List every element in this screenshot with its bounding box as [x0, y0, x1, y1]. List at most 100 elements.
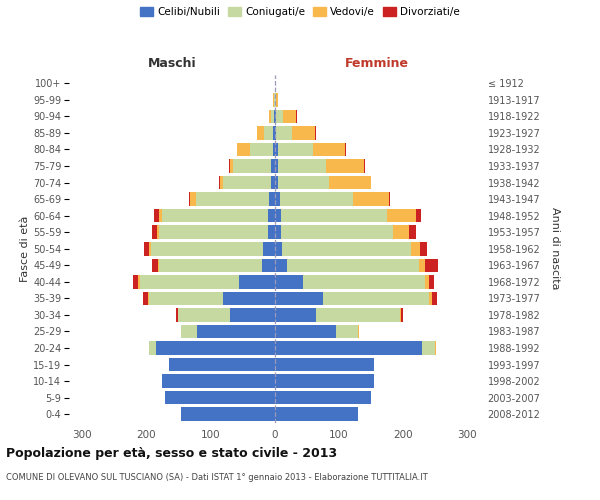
- Bar: [281, 226, 394, 239]
- Bar: [416, 209, 421, 222]
- Text: COMUNE DI OLEVANO SUL TUSCIANO (SA) - Dati ISTAT 1° gennaio 2013 - Elaborazione : COMUNE DI OLEVANO SUL TUSCIANO (SA) - Da…: [6, 472, 428, 482]
- Bar: [155, 342, 275, 355]
- Bar: [275, 374, 374, 388]
- Bar: [275, 159, 278, 173]
- Bar: [273, 93, 274, 106]
- Bar: [154, 209, 159, 222]
- Bar: [190, 192, 196, 206]
- Bar: [223, 292, 275, 305]
- Bar: [178, 308, 230, 322]
- Bar: [304, 275, 425, 288]
- Bar: [271, 159, 275, 173]
- Text: Popolazione per età, sesso e stato civile - 2013: Popolazione per età, sesso e stato civil…: [6, 448, 337, 460]
- Bar: [401, 308, 403, 322]
- Legend: Celibi/Nubili, Coniugati/e, Vedovi/e, Divorziati/e: Celibi/Nubili, Coniugati/e, Vedovi/e, Di…: [136, 2, 464, 21]
- Bar: [236, 142, 237, 156]
- Bar: [159, 226, 268, 239]
- Bar: [230, 308, 275, 322]
- Bar: [157, 226, 159, 239]
- Bar: [387, 209, 416, 222]
- Bar: [278, 159, 326, 173]
- Bar: [274, 93, 275, 106]
- Bar: [196, 192, 269, 206]
- Bar: [400, 308, 401, 322]
- Bar: [428, 292, 432, 305]
- Bar: [275, 408, 358, 421]
- Bar: [275, 209, 281, 222]
- Text: Femmine: Femmine: [345, 57, 409, 70]
- Bar: [262, 258, 275, 272]
- Bar: [189, 192, 190, 206]
- Bar: [271, 110, 274, 123]
- Bar: [140, 275, 239, 288]
- Bar: [275, 258, 287, 272]
- Bar: [278, 142, 313, 156]
- Bar: [273, 126, 275, 140]
- Bar: [432, 292, 437, 305]
- Bar: [277, 93, 278, 106]
- Bar: [152, 226, 157, 239]
- Bar: [197, 324, 275, 338]
- Bar: [239, 275, 275, 288]
- Bar: [364, 159, 365, 173]
- Bar: [281, 209, 387, 222]
- Bar: [435, 342, 436, 355]
- Bar: [275, 142, 278, 156]
- Bar: [148, 292, 149, 305]
- Bar: [166, 391, 275, 404]
- Bar: [169, 358, 275, 372]
- Bar: [275, 226, 281, 239]
- Bar: [316, 308, 400, 322]
- Bar: [149, 292, 223, 305]
- Bar: [275, 126, 277, 140]
- Bar: [425, 258, 438, 272]
- Bar: [250, 142, 272, 156]
- Bar: [219, 176, 220, 190]
- Bar: [275, 110, 276, 123]
- Bar: [282, 242, 410, 256]
- Bar: [159, 258, 262, 272]
- Bar: [425, 275, 428, 288]
- Bar: [419, 258, 425, 272]
- Bar: [229, 159, 230, 173]
- Bar: [176, 308, 178, 322]
- Bar: [220, 176, 223, 190]
- Bar: [162, 209, 268, 222]
- Bar: [152, 258, 158, 272]
- Bar: [296, 110, 297, 123]
- Bar: [274, 110, 275, 123]
- Bar: [278, 176, 329, 190]
- Bar: [326, 159, 364, 173]
- Bar: [275, 358, 374, 372]
- Bar: [275, 342, 422, 355]
- Bar: [422, 342, 435, 355]
- Bar: [292, 126, 315, 140]
- Bar: [275, 176, 278, 190]
- Bar: [389, 192, 390, 206]
- Bar: [275, 192, 280, 206]
- Bar: [181, 408, 275, 421]
- Bar: [133, 275, 139, 288]
- Bar: [269, 110, 271, 123]
- Bar: [315, 126, 316, 140]
- Bar: [268, 226, 275, 239]
- Bar: [323, 292, 428, 305]
- Bar: [420, 242, 427, 256]
- Bar: [230, 159, 233, 173]
- Bar: [269, 192, 275, 206]
- Bar: [263, 242, 275, 256]
- Bar: [257, 126, 263, 140]
- Bar: [275, 324, 335, 338]
- Bar: [143, 292, 148, 305]
- Text: Maschi: Maschi: [148, 57, 196, 70]
- Bar: [139, 275, 140, 288]
- Bar: [394, 226, 409, 239]
- Y-axis label: Anni di nascita: Anni di nascita: [550, 208, 560, 290]
- Bar: [263, 126, 273, 140]
- Bar: [313, 142, 345, 156]
- Bar: [272, 142, 275, 156]
- Bar: [144, 242, 149, 256]
- Bar: [275, 292, 323, 305]
- Y-axis label: Fasce di età: Fasce di età: [20, 216, 30, 282]
- Bar: [162, 374, 275, 388]
